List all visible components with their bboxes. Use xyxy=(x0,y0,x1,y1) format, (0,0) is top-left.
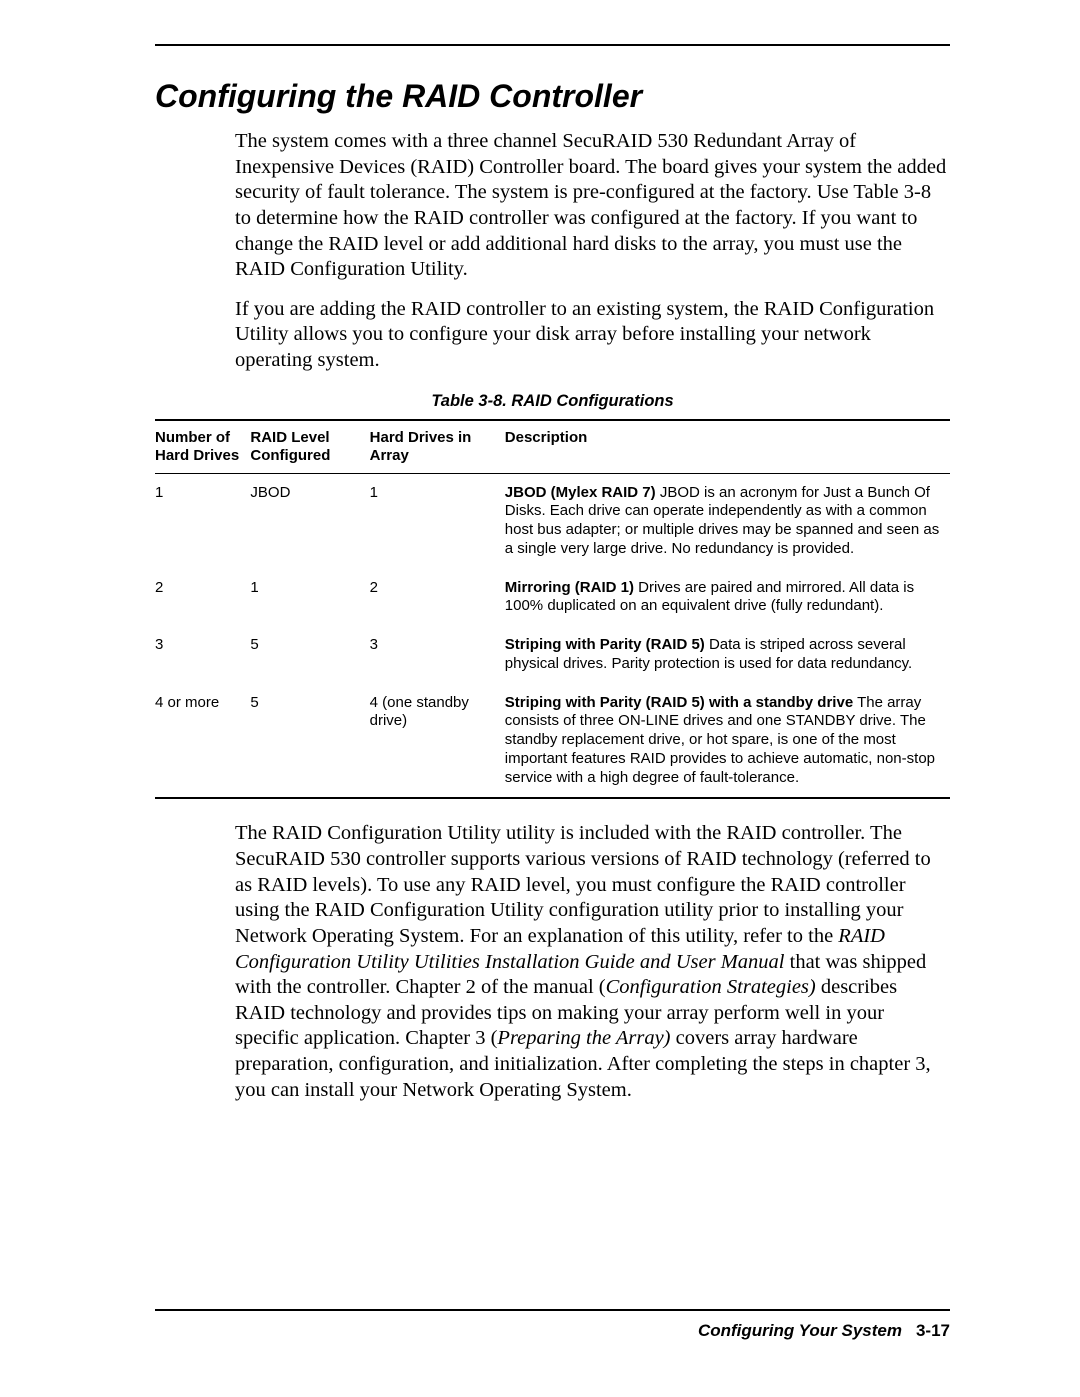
cell-level: 5 xyxy=(250,684,369,799)
raid-configurations-table: Number of Hard Drives RAID Level Configu… xyxy=(155,419,950,800)
page: Configuring the RAID Controller The syst… xyxy=(0,0,1080,1397)
desc-bold: Striping with Parity (RAID 5) xyxy=(505,636,705,653)
cell-drives: 4 (one standby drive) xyxy=(370,684,505,799)
table-caption: Table 3-8. RAID Configurations xyxy=(155,392,950,411)
desc-bold: Striping with Parity (RAID 5) with a sta… xyxy=(505,694,853,711)
cell-description: JBOD (Mylex RAID 7) JBOD is an acronym f… xyxy=(505,473,950,569)
table-row: 4 or more 5 4 (one standby drive) Stripi… xyxy=(155,684,950,799)
content-area: Configuring the RAID Controller The syst… xyxy=(155,44,950,1103)
col-header-num-drives: Number of Hard Drives xyxy=(155,420,250,474)
p3-ital-3: Preparing the Array) xyxy=(497,1027,670,1049)
footer-title: Configuring Your System xyxy=(698,1321,902,1340)
p3-ital-2: Configuration Strategies) xyxy=(606,976,816,998)
cell-drives: 1 xyxy=(370,473,505,569)
intro-paragraph-2: If you are adding the RAID controller to… xyxy=(235,297,950,374)
table-row: 2 1 2 Mirroring (RAID 1) Drives are pair… xyxy=(155,569,950,627)
cell-num: 2 xyxy=(155,569,250,627)
col-header-description: Description xyxy=(505,420,950,474)
footer-rule xyxy=(155,1309,950,1311)
p3-a: The RAID Configuration Utility utility i… xyxy=(235,822,931,947)
top-rule xyxy=(155,44,950,46)
cell-level: 1 xyxy=(250,569,369,627)
cell-drives: 3 xyxy=(370,626,505,684)
cell-drives: 2 xyxy=(370,569,505,627)
cell-description: Striping with Parity (RAID 5) Data is st… xyxy=(505,626,950,684)
table-header-row: Number of Hard Drives RAID Level Configu… xyxy=(155,420,950,474)
cell-description: Striping with Parity (RAID 5) with a sta… xyxy=(505,684,950,799)
table-row: 1 JBOD 1 JBOD (Mylex RAID 7) JBOD is an … xyxy=(155,473,950,569)
cell-num: 4 or more xyxy=(155,684,250,799)
cell-level: 5 xyxy=(250,626,369,684)
footer-text: Configuring Your System 3-17 xyxy=(155,1321,950,1341)
col-header-drives-in-array: Hard Drives in Array xyxy=(370,420,505,474)
intro-paragraph-1: The system comes with a three channel Se… xyxy=(235,129,950,283)
closing-paragraph: The RAID Configuration Utility utility i… xyxy=(235,821,950,1103)
desc-bold: Mirroring (RAID 1) xyxy=(505,579,634,596)
table-row: 3 5 3 Striping with Parity (RAID 5) Data… xyxy=(155,626,950,684)
cell-num: 3 xyxy=(155,626,250,684)
page-heading: Configuring the RAID Controller xyxy=(155,78,950,115)
cell-level: JBOD xyxy=(250,473,369,569)
col-header-raid-level: RAID Level Configured xyxy=(250,420,369,474)
footer-page-number: 3-17 xyxy=(916,1321,950,1340)
cell-num: 1 xyxy=(155,473,250,569)
page-footer: Configuring Your System 3-17 xyxy=(155,1309,950,1341)
cell-description: Mirroring (RAID 1) Drives are paired and… xyxy=(505,569,950,627)
desc-bold: JBOD (Mylex RAID 7) xyxy=(505,484,656,501)
